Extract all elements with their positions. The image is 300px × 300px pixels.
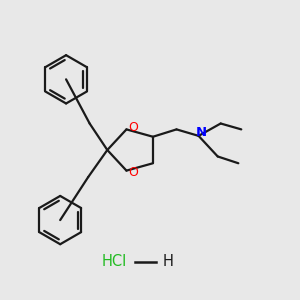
Text: O: O bbox=[128, 121, 138, 134]
Text: HCl: HCl bbox=[102, 254, 127, 269]
Text: H: H bbox=[162, 254, 173, 269]
Text: O: O bbox=[128, 167, 138, 179]
Text: N: N bbox=[195, 126, 206, 140]
